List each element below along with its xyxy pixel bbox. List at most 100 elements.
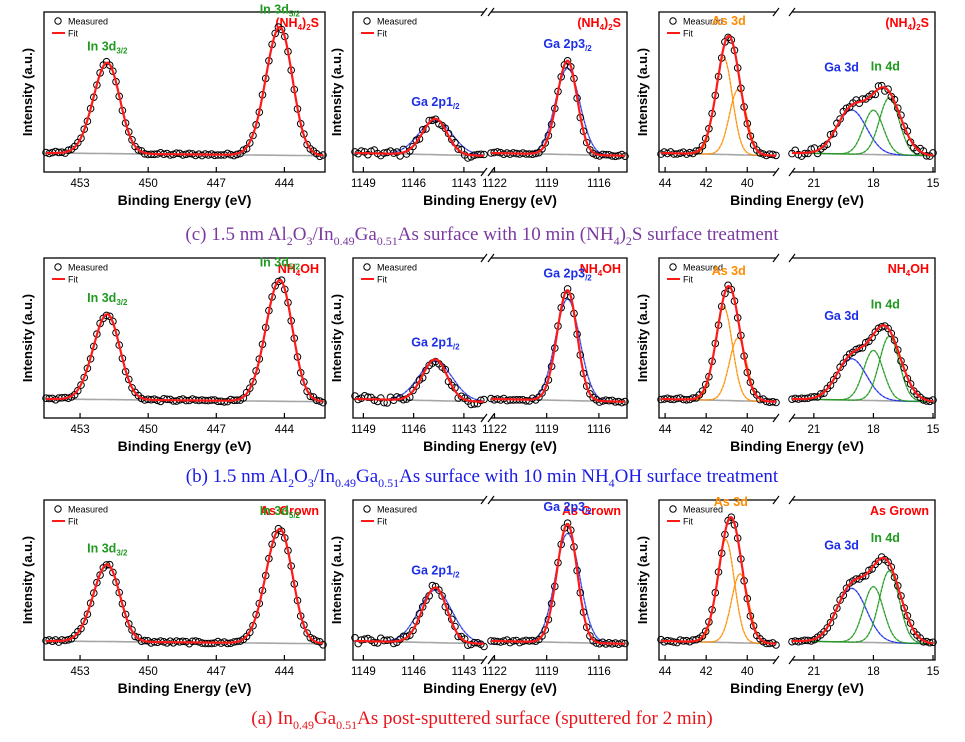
- peak-label: In 3d3/2: [87, 40, 128, 56]
- axis-break-mark: [788, 413, 796, 423]
- measured-point: [826, 618, 835, 627]
- x-tick-label: 15: [927, 666, 940, 678]
- measured-point: [74, 386, 82, 395]
- axis-break-mark: [772, 655, 780, 665]
- x-tick-label: 1149: [351, 178, 376, 190]
- measured-point: [80, 373, 88, 382]
- fit-curve: [355, 358, 484, 403]
- measured-point: [868, 333, 876, 342]
- component-peak-line: [792, 570, 933, 645]
- caption: (c) 1.5 nm Al2O3/In0.49Ga0.51As surface …: [185, 224, 779, 248]
- measured-point: [756, 149, 764, 157]
- x-tick-label: 44: [659, 424, 672, 436]
- x-tick-label: 1116: [587, 666, 611, 678]
- x-tick-label: 40: [741, 178, 754, 190]
- component-peak: [792, 570, 933, 645]
- treatment-label: As Grown: [260, 504, 319, 518]
- fit-curve: [791, 556, 934, 645]
- measured-point: [538, 145, 546, 153]
- axis-break-mark: [772, 495, 780, 505]
- x-tick-label: 444: [275, 666, 295, 678]
- measured-point: [409, 142, 417, 151]
- x-tick-label: 1119: [535, 178, 559, 190]
- plot-frame-left: [352, 11, 484, 173]
- axis-break-mark: [772, 413, 780, 423]
- measured-point: [887, 563, 896, 571]
- measured-point: [109, 568, 117, 577]
- plot-frame-right: [792, 499, 936, 661]
- measured-point: [817, 390, 825, 398]
- measured-point: [829, 612, 838, 620]
- x-tick-label: 1143: [452, 178, 477, 190]
- peak-label: In 3d3/2: [87, 541, 128, 557]
- x-tick-label: 1149: [351, 424, 376, 436]
- axis-break-mark: [788, 495, 796, 505]
- x-tick-label: 44: [659, 178, 672, 190]
- legend-measured-label: Measured: [68, 505, 108, 515]
- x-axis-label: Binding Energy (eV): [118, 192, 252, 208]
- axis-break-mark: [788, 253, 796, 263]
- axis-break-mark: [487, 655, 495, 665]
- x-axis-label: Binding Energy (eV): [730, 192, 864, 208]
- peak-label: Ga 3d: [824, 60, 859, 74]
- measured-point: [929, 149, 937, 157]
- x-tick-label: 15: [927, 424, 940, 436]
- fit-curve: [791, 86, 934, 157]
- measured-point: [727, 285, 736, 294]
- plot-frame-right: [491, 11, 628, 173]
- legend-measured-label: Measured: [68, 17, 108, 27]
- legend-fit-label: Fit: [377, 275, 387, 285]
- fit-curve: [491, 59, 625, 157]
- x-tick-label: 21: [807, 666, 820, 678]
- x-tick-label: 1143: [452, 424, 477, 436]
- legend-measured-marker: [54, 17, 62, 25]
- legend-measured-marker: [363, 505, 371, 513]
- measured-point: [839, 591, 848, 600]
- axis-break-mark: [772, 7, 780, 17]
- measured-point: [698, 387, 707, 395]
- peak-label: As 3d: [712, 14, 746, 28]
- component-peak-line: [792, 97, 933, 157]
- x-tick-label: 453: [70, 178, 89, 190]
- legend-fit-label: Fit: [683, 29, 693, 39]
- measured-point: [887, 329, 896, 338]
- measured-point: [77, 624, 85, 633]
- legend-fit-label: Fit: [68, 517, 78, 527]
- measured-point: [538, 389, 546, 397]
- treatment-label: NH4OH: [580, 262, 621, 278]
- x-tick-label: 40: [741, 424, 754, 436]
- measured-point: [306, 392, 315, 401]
- y-axis-label: Intensity (a.u.): [20, 48, 35, 136]
- fit-curve: [355, 117, 484, 157]
- peak-label: Ga 2p1/2: [411, 95, 460, 111]
- component-peak-line: [791, 109, 933, 157]
- measured-point: [833, 604, 841, 612]
- measured-point: [105, 61, 114, 69]
- axis-break-mark: [772, 167, 780, 177]
- peak-label: Ga 2p1/2: [411, 335, 460, 351]
- x-tick-label: 18: [867, 178, 880, 190]
- measured-point: [477, 396, 485, 405]
- component-peak: [491, 298, 625, 403]
- measured-point: [839, 359, 848, 368]
- measured-point: [364, 393, 372, 402]
- x-tick-label: 21: [807, 178, 820, 190]
- legend-measured-label: Measured: [683, 505, 723, 515]
- component-peak-line: [491, 67, 625, 157]
- y-axis-label: Intensity (a.u.): [20, 536, 35, 624]
- x-tick-label: 1116: [587, 424, 611, 436]
- measured-point: [77, 381, 85, 389]
- legend-measured-label: Measured: [683, 263, 723, 273]
- x-axis-label: Binding Energy (eV): [118, 680, 252, 696]
- treatment-label: NH4OH: [888, 262, 929, 278]
- legend-fit-label: Fit: [68, 29, 78, 39]
- fit-curve: [491, 522, 625, 645]
- measured-point: [698, 142, 707, 150]
- treatment-label: As Grown: [870, 504, 929, 518]
- legend-measured-label: Measured: [683, 17, 723, 27]
- plot-frame-left: [658, 11, 776, 173]
- x-axis-label: Binding Energy (eV): [423, 680, 557, 696]
- measured-point: [727, 36, 736, 44]
- y-axis-label: Intensity (a.u.): [635, 294, 650, 382]
